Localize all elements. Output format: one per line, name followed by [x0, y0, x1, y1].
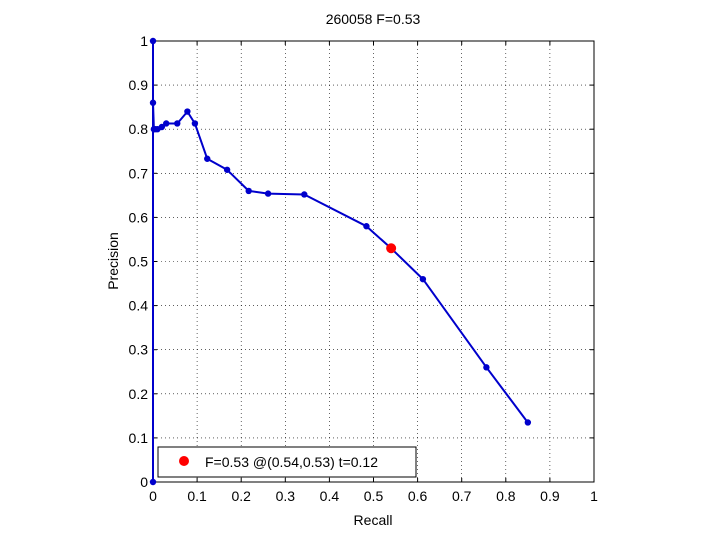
x-tick-label: 0.2 [231, 488, 251, 504]
x-tick-label: 0.3 [276, 488, 296, 504]
data-point [245, 187, 252, 195]
y-tick-label: 0.3 [129, 342, 149, 358]
y-tick-label: 0.9 [129, 77, 149, 93]
y-tick-label: 1 [140, 33, 148, 49]
x-tick-label: 0.7 [452, 488, 472, 504]
grid [153, 41, 594, 482]
legend-label: F=0.53 @(0.54,0.53) t=0.12 [205, 454, 378, 470]
legend: F=0.53 @(0.54,0.53) t=0.12 [157, 446, 417, 478]
data-point [264, 190, 272, 197]
x-axis-label: Recall [354, 512, 393, 528]
x-tick-label: 0.5 [364, 488, 384, 504]
data-point [149, 99, 157, 106]
y-tick-label: 0.2 [129, 386, 149, 402]
x-tick-label: 0.9 [540, 488, 560, 504]
legend-box [157, 446, 417, 478]
y-tick-label: 0 [140, 474, 148, 490]
chart-title: 260058 F=0.53 [326, 11, 421, 27]
x-tick-label: 0 [149, 488, 157, 504]
y-tick-label: 0.1 [129, 430, 149, 446]
x-tick-label: 0.8 [496, 488, 516, 504]
data-point [483, 364, 490, 371]
y-tick-label: 0.8 [129, 121, 149, 137]
x-tick-label: 0.4 [320, 488, 340, 504]
axis-ticks: 0 0.1 0.2 0.3 0.4 0.5 0.6 0.7 0.8 0.9 1 0 0.1 0.2 0.3 0… [129, 33, 599, 504]
y-tick-label: 0.5 [129, 254, 149, 270]
y-axis-label: Precision [105, 232, 121, 290]
data-point [158, 123, 166, 131]
series-layer [149, 37, 532, 486]
data-point [301, 191, 308, 198]
data-point [191, 120, 199, 127]
y-tick-label: 0.4 [129, 298, 149, 314]
data-point [149, 478, 157, 486]
data-point [149, 37, 157, 45]
data-point [223, 166, 231, 173]
best-f-point [386, 243, 397, 254]
x-tick-label: 1 [590, 488, 598, 504]
data-point [363, 223, 370, 230]
x-tick-label: 0.6 [408, 488, 428, 504]
data-point [524, 419, 532, 426]
data-point [419, 275, 427, 283]
data-point [184, 108, 191, 115]
legend-marker [179, 456, 189, 466]
y-tick-label: 0.6 [129, 209, 149, 225]
x-tick-label: 0.1 [187, 488, 207, 504]
y-tick-label: 0.7 [129, 165, 149, 181]
data-point [204, 155, 211, 162]
data-point [174, 120, 181, 127]
data-point [163, 120, 170, 127]
